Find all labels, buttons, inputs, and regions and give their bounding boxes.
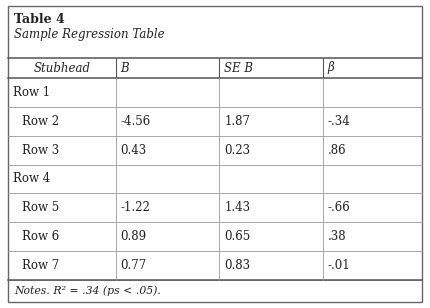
Text: Table 4: Table 4 bbox=[14, 13, 65, 26]
Text: B: B bbox=[121, 62, 129, 75]
Text: β: β bbox=[328, 62, 335, 75]
Text: Row 5: Row 5 bbox=[22, 201, 59, 214]
Text: Row 4: Row 4 bbox=[13, 172, 50, 185]
Text: 1.43: 1.43 bbox=[224, 201, 250, 214]
Text: 0.89: 0.89 bbox=[121, 230, 147, 243]
Text: -1.22: -1.22 bbox=[121, 201, 150, 214]
Text: 0.65: 0.65 bbox=[224, 230, 250, 243]
Text: 1.87: 1.87 bbox=[224, 115, 250, 128]
Text: .86: .86 bbox=[328, 144, 346, 157]
Text: 0.77: 0.77 bbox=[121, 259, 147, 272]
Text: Sample Regression Table: Sample Regression Table bbox=[14, 28, 165, 41]
Text: Row 6: Row 6 bbox=[22, 230, 59, 243]
Text: 0.43: 0.43 bbox=[121, 144, 147, 157]
Text: -.66: -.66 bbox=[328, 201, 350, 214]
Text: .38: .38 bbox=[328, 230, 346, 243]
Text: -.34: -.34 bbox=[328, 115, 350, 128]
Text: -4.56: -4.56 bbox=[121, 115, 151, 128]
Text: Notes. R² = .34 (ps < .05).: Notes. R² = .34 (ps < .05). bbox=[14, 286, 161, 296]
Text: Row 1: Row 1 bbox=[13, 86, 50, 99]
Text: Stubhead: Stubhead bbox=[33, 62, 90, 75]
Text: SE B: SE B bbox=[224, 62, 253, 75]
Text: Row 2: Row 2 bbox=[22, 115, 59, 128]
Text: 0.23: 0.23 bbox=[224, 144, 250, 157]
Text: -.01: -.01 bbox=[328, 259, 350, 272]
Text: Row 7: Row 7 bbox=[22, 259, 59, 272]
Text: Row 3: Row 3 bbox=[22, 144, 59, 157]
Text: 0.83: 0.83 bbox=[224, 259, 250, 272]
